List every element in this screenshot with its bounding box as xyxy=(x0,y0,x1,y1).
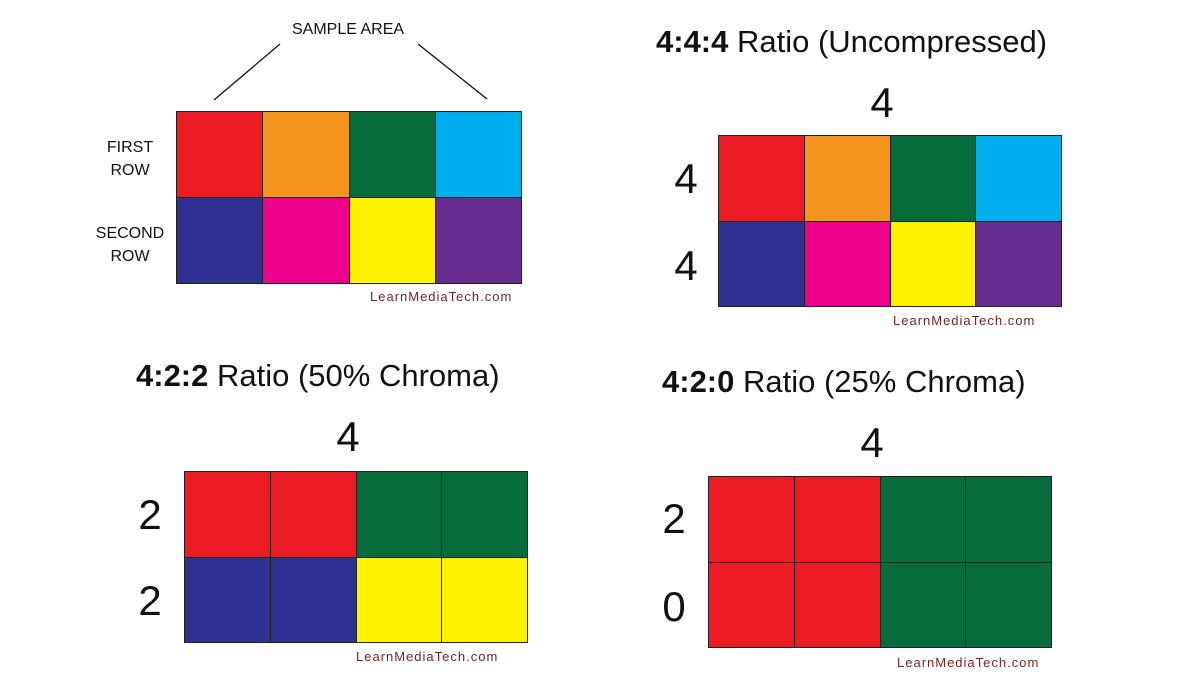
color-cell-green xyxy=(890,136,976,221)
horizontal-sample-number: 4 xyxy=(336,413,360,460)
second-row-label-line1: SECOND xyxy=(95,225,165,242)
first-row-label: FIRST ROW xyxy=(85,136,175,182)
color-cell-green xyxy=(356,472,442,557)
panel-title: 4:2:2 Ratio (50% Chroma) xyxy=(136,360,500,391)
first-row-label-line2: ROW xyxy=(110,162,150,179)
color-cell-green xyxy=(442,472,527,557)
ratio-description: Ratio (25% Chroma) xyxy=(734,364,1026,399)
color-cell-purple xyxy=(976,221,1061,306)
row2-chroma-number: 2 xyxy=(138,577,162,624)
row2-chroma-number: 4 xyxy=(674,242,698,289)
color-cell-yellow xyxy=(890,221,976,306)
sampling-grid-444 xyxy=(718,135,1062,307)
row1-chroma-number: 4 xyxy=(674,155,698,202)
color-cell-green xyxy=(349,112,435,197)
color-cell-red xyxy=(794,562,880,647)
first-row-label-line1: FIRST xyxy=(106,139,154,156)
row2-chroma-number: 0 xyxy=(662,583,686,630)
color-cell-green xyxy=(966,477,1051,562)
color-cell-yellow xyxy=(356,557,442,642)
color-cell-purple xyxy=(435,198,521,283)
color-cell-red xyxy=(794,477,880,562)
color-cell-blue xyxy=(270,557,356,642)
color-cell-red xyxy=(270,472,356,557)
ratio-label: 4:4:4 xyxy=(656,24,729,59)
color-cell-blue xyxy=(177,198,263,283)
panel-title: 4:4:4 Ratio (Uncompressed) xyxy=(656,26,1047,57)
panel-title: 4:2:0 Ratio (25% Chroma) xyxy=(662,366,1026,397)
horizontal-sample-number: 4 xyxy=(860,419,884,466)
color-cell-orange xyxy=(804,136,890,221)
color-cell-green xyxy=(966,562,1051,647)
credit-text: LearnMediaTech.com xyxy=(356,649,499,664)
color-cell-green xyxy=(880,562,966,647)
color-cell-red xyxy=(719,136,804,221)
row1-chroma-number: 2 xyxy=(138,491,162,538)
color-cell-red xyxy=(185,472,270,557)
callout-line-right xyxy=(417,43,488,100)
color-cell-magenta xyxy=(804,221,890,306)
color-cell-yellow xyxy=(349,198,435,283)
color-cell-yellow xyxy=(442,557,527,642)
ratio-description: Ratio (50% Chroma) xyxy=(208,358,500,393)
credit-text: LearnMediaTech.com xyxy=(370,289,513,304)
color-cell-blue xyxy=(719,221,804,306)
ratio-label: 4:2:0 xyxy=(662,364,735,399)
second-row-label-line2: ROW xyxy=(110,248,150,265)
callout-line-left xyxy=(213,43,281,101)
sample-area-label: SAMPLE AREA xyxy=(292,21,405,38)
color-cell-cyan xyxy=(976,136,1061,221)
second-row-label: SECOND ROW xyxy=(85,222,175,268)
credit-text: LearnMediaTech.com xyxy=(897,655,1040,670)
row1-chroma-number: 2 xyxy=(662,495,686,542)
color-cell-red xyxy=(709,477,794,562)
color-cell-red xyxy=(709,562,794,647)
credit-text: LearnMediaTech.com xyxy=(893,313,1036,328)
ratio-label: 4:2:2 xyxy=(136,358,209,393)
sample-area-grid xyxy=(176,111,522,284)
horizontal-sample-number: 4 xyxy=(870,79,894,126)
sample-area-callout-lines xyxy=(213,43,488,101)
ratio-description: Ratio (Uncompressed) xyxy=(728,24,1048,59)
color-cell-red xyxy=(177,112,263,197)
color-cell-magenta xyxy=(263,198,349,283)
sampling-grid-420 xyxy=(708,476,1052,648)
color-cell-green xyxy=(880,477,966,562)
color-cell-cyan xyxy=(435,112,521,197)
sampling-grid-422 xyxy=(184,471,528,643)
color-cell-blue xyxy=(185,557,270,642)
color-cell-orange xyxy=(263,112,349,197)
